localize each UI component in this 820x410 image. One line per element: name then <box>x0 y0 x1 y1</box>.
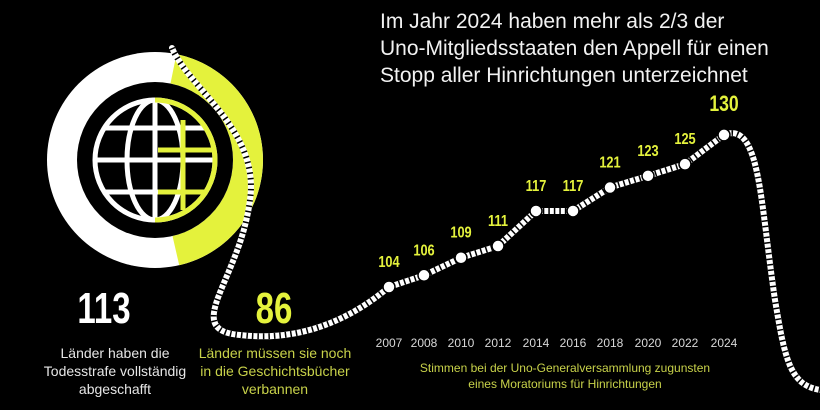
x-tick-label: 2022 <box>672 336 699 350</box>
data-label: 123 <box>637 143 658 161</box>
data-label: 125 <box>674 131 695 149</box>
data-label: 111 <box>488 213 508 231</box>
data-point-knot <box>641 169 655 183</box>
x-tick-label: 2018 <box>597 336 624 350</box>
remaining-count: 86 <box>255 284 293 333</box>
title-line: Stopp aller Hinrichtungen unterzeichnet <box>380 64 748 87</box>
data-point-knot <box>454 251 468 265</box>
globe-highlight-grid <box>158 120 215 210</box>
globe-highlight-icon <box>154 97 218 223</box>
data-label: 130 <box>709 92 738 116</box>
title-line: Im Jahr 2024 haben mehr als 2/3 der <box>380 10 725 33</box>
data-point-knot <box>491 239 505 253</box>
x-tick-label: 2012 <box>485 336 512 350</box>
data-label: 117 <box>526 178 547 196</box>
abolished-caption: Länder haben die Todesstrafe vollständig… <box>20 344 210 398</box>
page-title: Im Jahr 2024 haben mehr als 2/3 der Uno-… <box>380 8 820 89</box>
remaining-caption: Länder müssen sie noch in die Geschichts… <box>190 344 360 398</box>
x-tick-label: 2024 <box>711 336 738 350</box>
x-tick-label: 2020 <box>635 336 662 350</box>
caption-line: Länder müssen sie noch <box>198 345 352 361</box>
data-point-knot <box>717 128 731 142</box>
data-point-knot <box>417 268 431 283</box>
data-label: 117 <box>563 178 584 196</box>
caption-line: verbannen <box>241 381 309 397</box>
chart-legend: Stimmen bei der Uno-Generalversammlung z… <box>390 360 740 392</box>
data-point-knot <box>603 180 617 195</box>
abolished-count: 113 <box>77 284 131 333</box>
x-tick-label: 2016 <box>560 336 587 350</box>
data-label: 106 <box>413 242 434 260</box>
x-tick-label: 2008 <box>411 336 438 350</box>
donut-slice-remaining <box>170 54 263 266</box>
globe-donut <box>47 52 263 268</box>
data-point-knot <box>529 204 543 218</box>
x-tick-label: 2010 <box>448 336 475 350</box>
data-point-knot <box>566 204 580 218</box>
caption-line: Länder haben die <box>60 345 170 361</box>
data-point-knot <box>382 280 396 294</box>
caption-line: in die Geschichtsbücher <box>200 363 350 379</box>
legend-line: eines Moratoriums für Hinrichtungen <box>468 377 662 391</box>
rope-twist <box>169 46 820 393</box>
data-label: 109 <box>450 224 471 242</box>
legend-line: Stimmen bei der Uno-Generalversammlung z… <box>419 361 711 375</box>
caption-line: abgeschafft <box>78 381 152 397</box>
x-tick-label: 2014 <box>523 336 550 350</box>
data-label: 104 <box>378 254 399 272</box>
data-point-knot <box>678 157 692 171</box>
x-tick-label: 2007 <box>376 336 403 350</box>
globe-highlight-outline <box>154 97 218 223</box>
rope-line <box>169 45 820 393</box>
data-label: 121 <box>599 154 620 172</box>
title-line: Uno-Mitgliedsstaaten den Appell für eine… <box>380 37 769 60</box>
caption-line: Todesstrafe vollständig <box>43 363 187 379</box>
